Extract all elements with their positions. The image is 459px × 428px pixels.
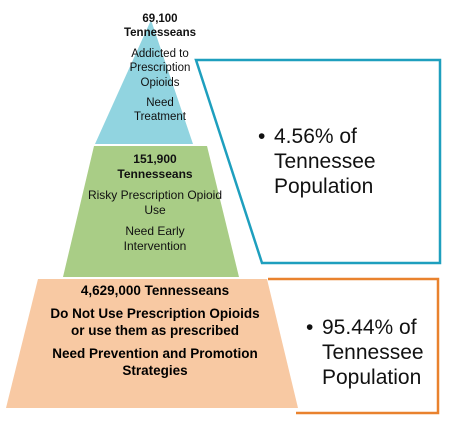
- bottom-callout-box: [268, 277, 440, 415]
- middle-tier-group: Tennesseans: [117, 167, 193, 181]
- pyramid-tier-middle: [63, 146, 239, 277]
- top-tier-count: 69,100: [142, 13, 178, 25]
- top-callout-bullet: •: [258, 125, 266, 148]
- top-tier-description: Addicted to Prescription Opioids: [129, 47, 191, 89]
- pyramid-tier-bottom: [6, 279, 298, 408]
- bottom-tier-heading: 4,629,000 Tennesseans: [80, 283, 230, 298]
- bottom-tier-need: Need Prevention and Promotion Strategies: [52, 345, 258, 378]
- top-callout-text: • 4.56% of Tennessee Population: [258, 124, 448, 200]
- bottom-callout-text: • 95.44% of Tennessee Population: [306, 315, 446, 391]
- top-callout-box: [194, 58, 442, 265]
- top-callout-statement: 4.56% of Tennessee Population: [274, 125, 376, 199]
- top-tier-need: Need Treatment: [134, 96, 186, 124]
- top-tier-label: 69,100 Tennesseans Addicted to Prescript…: [100, 12, 220, 125]
- bottom-tier-label: 4,629,000 Tennesseans Do Not Use Prescri…: [50, 283, 260, 379]
- middle-tier-count: 151,900: [133, 152, 177, 166]
- top-tier-group: Tennesseans: [123, 27, 196, 40]
- bottom-callout-statement: 95.44% of Tennessee Population: [322, 316, 424, 390]
- pyramid-tier-top: [95, 20, 193, 144]
- middle-tier-label: 151,900 Tennesseans Risky Prescription O…: [80, 152, 230, 254]
- middle-tier-description: Risky Prescription Opioid Use: [87, 188, 223, 217]
- bottom-callout-bullet: •: [306, 316, 314, 339]
- bottom-tier-description: Do Not Use Prescription Opioids or use t…: [50, 305, 260, 338]
- middle-tier-need: Need Early Intervention: [123, 224, 187, 253]
